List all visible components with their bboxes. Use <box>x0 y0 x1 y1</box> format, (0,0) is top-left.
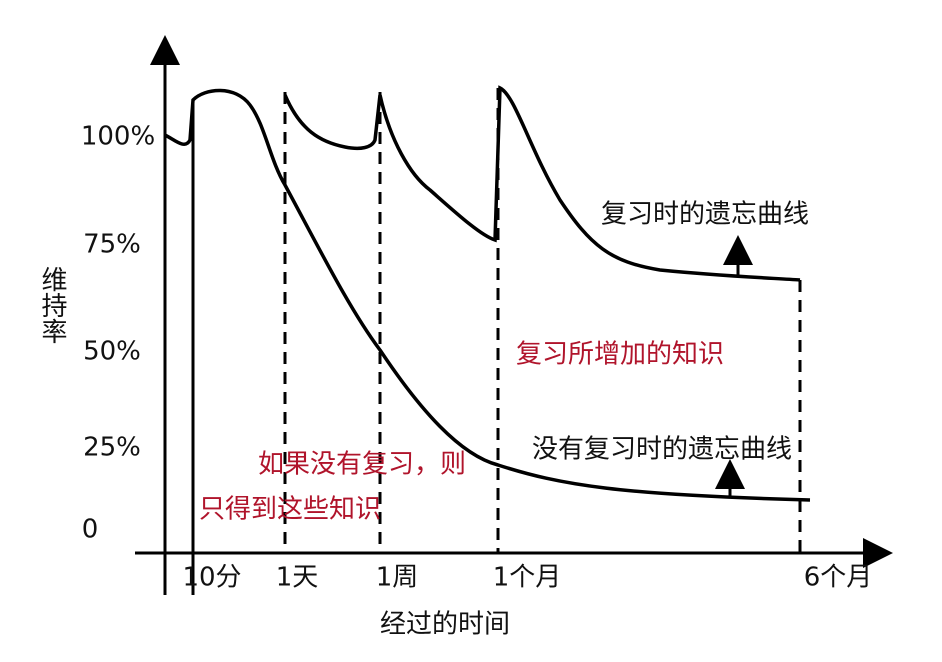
x-tick-label: 1周 <box>376 563 419 593</box>
y-axis-label: 维持率 <box>37 266 67 344</box>
x-axis-label: 经过的时间 <box>380 610 510 640</box>
x-tick-label: 6个月 <box>804 563 873 593</box>
y-tick-label: 75% <box>83 230 141 260</box>
x-tick-label: 10分 <box>182 563 241 593</box>
no-review-curve <box>164 88 811 502</box>
annotation: 复习所增加的知识 <box>516 340 724 370</box>
y-tick-label: 25% <box>83 433 141 463</box>
y-tick-label: 100% <box>81 122 155 152</box>
y-tick-label: 50% <box>83 337 141 367</box>
annotation: 只得到这些知识 <box>199 495 381 525</box>
y-tick-label: 0 <box>82 515 99 545</box>
annotation: 如果没有复习，则 <box>258 450 466 480</box>
review-curve <box>283 85 801 282</box>
x-tick-label: 1天 <box>276 563 319 593</box>
x-tick-label: 1个月 <box>493 563 562 593</box>
annotation: 没有复习时的遗忘曲线 <box>532 435 792 465</box>
annotation: 复习时的遗忘曲线 <box>601 200 809 230</box>
